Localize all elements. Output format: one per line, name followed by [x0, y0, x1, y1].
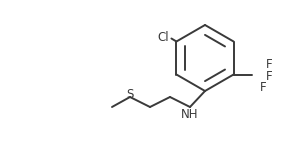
Text: F: F [260, 81, 266, 94]
Text: Cl: Cl [158, 31, 170, 44]
Text: NH: NH [181, 108, 199, 121]
Text: F: F [266, 70, 272, 83]
Text: S: S [126, 88, 134, 102]
Text: F: F [266, 58, 272, 71]
